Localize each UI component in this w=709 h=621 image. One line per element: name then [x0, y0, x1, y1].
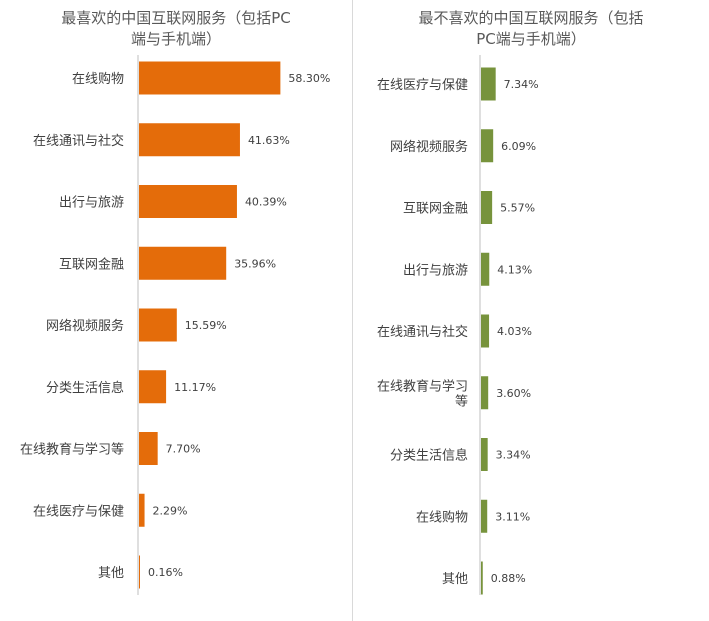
value-label: 7.70% [166, 443, 201, 456]
bar [481, 67, 496, 101]
bar [139, 432, 158, 465]
value-label: 6.09% [501, 140, 536, 153]
bar [481, 129, 494, 163]
category-label: 互联网金融 [403, 201, 468, 217]
category-label: 出行与旅游 [59, 196, 124, 211]
category-label: 在线教育与学习等 [377, 378, 468, 409]
bar [139, 493, 145, 527]
value-label: 35.96% [234, 257, 276, 270]
category-label: 出行与旅游 [403, 263, 468, 278]
value-label: 58.30% [288, 72, 330, 85]
category-label: 在线通讯与社交 [33, 133, 124, 149]
value-label: 40.39% [245, 196, 287, 209]
bar [481, 314, 490, 348]
bar [481, 438, 488, 471]
right-chart-title: 最不喜欢的中国互联网服务（包括 PC端与手机端） [418, 9, 644, 48]
bar [139, 61, 281, 95]
category-label: 在线教育与学习等 [20, 442, 124, 458]
bar [481, 499, 488, 533]
bar [481, 252, 490, 286]
category-label: 在线通讯与社交 [377, 324, 468, 340]
category-label: 其他 [442, 572, 468, 587]
value-label: 2.29% [153, 504, 188, 517]
value-label: 0.16% [148, 566, 183, 579]
bar [481, 561, 483, 595]
category-label: 分类生活信息 [46, 380, 124, 396]
bar [139, 185, 237, 218]
category-label: 网络视频服务 [390, 139, 468, 155]
value-label: 5.57% [500, 202, 535, 215]
category-label: 网络视频服务 [46, 318, 124, 334]
left-bar-chart: 在线购物 58.30% 在线通讯与社交 41.63% 出行与旅游 40.39% 互联网金融 3… [20, 55, 330, 595]
category-label: 在线购物 [72, 71, 124, 87]
right-bar-chart: 在线医疗与保健 7.34% 网络视频服务 6.09% 互联网金融 5.57% 出行与旅游 4.… [377, 55, 539, 595]
value-label: 41.63% [248, 134, 290, 147]
value-label: 11.17% [174, 381, 216, 394]
bar [139, 555, 140, 589]
bar [139, 370, 167, 404]
category-label: 互联网金融 [59, 256, 124, 272]
value-label: 7.34% [504, 78, 539, 91]
value-label: 4.03% [497, 325, 532, 338]
category-label: 在线医疗与保健 [377, 78, 468, 93]
bar [481, 376, 489, 410]
left-chart-panel: 最喜欢的中国互联网服务（包括PC 端与手机端） 在线购物 58.30% 在线通讯与社… [0, 0, 352, 621]
bar [481, 191, 493, 224]
bar [139, 246, 227, 280]
value-label: 3.34% [496, 449, 531, 462]
value-label: 0.88% [491, 572, 526, 585]
value-label: 4.13% [497, 263, 532, 276]
panel-divider [352, 0, 353, 621]
category-label: 分类生活信息 [390, 448, 468, 464]
bar [139, 308, 177, 342]
value-label: 15.59% [185, 319, 227, 332]
value-label: 3.11% [495, 510, 530, 523]
bar [139, 123, 240, 157]
value-label: 3.60% [496, 387, 531, 400]
category-label: 其他 [98, 566, 124, 581]
category-label: 在线医疗与保健 [33, 504, 124, 519]
category-label: 在线购物 [416, 509, 468, 525]
left-chart-title: 最喜欢的中国互联网服务（包括PC 端与手机端） [61, 9, 291, 48]
right-chart-panel: 最不喜欢的中国互联网服务（包括 PC端与手机端） 在线医疗与保健 7.34% 网络视… [353, 0, 709, 621]
